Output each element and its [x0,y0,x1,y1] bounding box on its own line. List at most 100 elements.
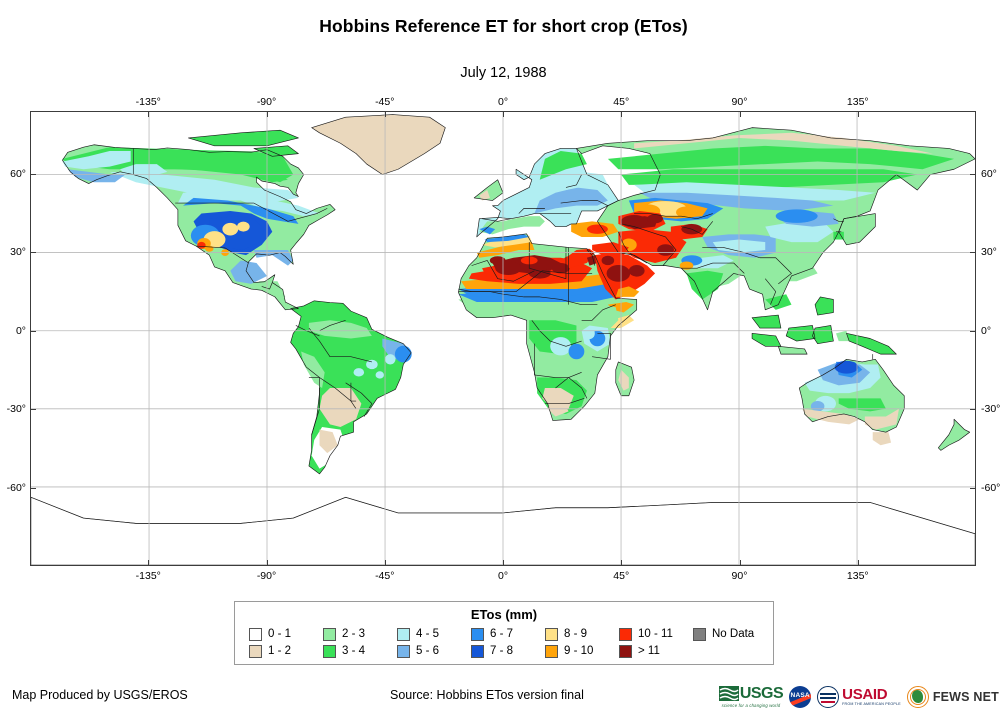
coastline [814,296,834,316]
etos-class-patch [586,255,598,266]
lon-tick-mark [266,560,268,566]
coastline [565,174,582,188]
etos-class-patch [183,197,299,224]
etos-class-patch [565,248,595,269]
coastline [350,382,357,402]
coastline [261,282,273,290]
etos-class-patch [634,132,934,154]
legend-entry[interactable]: 6 - 7 [471,626,545,643]
coastline [290,300,412,475]
legend-entry[interactable]: > 11 [619,643,693,660]
etos-class-patch [539,151,587,180]
coastline [812,325,834,345]
etos-class-patch [834,360,859,374]
coastline [544,398,585,404]
lon-tick-mark [266,111,268,117]
lat-tick-mark [970,252,976,254]
legend-label: 5 - 6 [416,645,440,657]
etos-class-patch [601,255,615,266]
page-subtitle: July 12, 1988 [460,65,547,81]
legend-swatch [619,645,632,658]
legend-entry[interactable]: 0 - 1 [249,626,323,643]
etos-class-patch [484,234,530,243]
legend: ETos (mm) 0 - 1 1 - 2 2 - 3 3 - 4 4 - 5 5 - 6… [234,601,774,665]
legend-entry[interactable]: 1 - 2 [249,643,323,660]
etos-class-patch [610,315,635,329]
etos-class-patch [384,354,396,365]
coastline [702,247,761,259]
usgs-wordmark: USGS [739,684,784,702]
legend-entry[interactable]: 9 - 10 [545,643,619,660]
lon-tick-mark [503,111,504,117]
etos-class-patch [592,242,629,256]
lon-tick-label: -45° [375,96,395,108]
legend-swatch [249,628,262,641]
coastline [476,148,619,238]
fews-net-logo[interactable]: FEWS NET [906,683,999,711]
legend-entry[interactable]: 7 - 8 [471,643,545,660]
lon-tick-label: -90° [256,570,277,582]
lon-tick-mark [621,111,623,117]
logo-bar: USGS science for a changing world NASA U… [718,682,999,712]
etos-class-patch [534,187,608,214]
footer-source: Source: Hobbins ETos version final [390,688,584,702]
etos-class-patch [83,156,288,183]
etos-class-patch [635,239,665,256]
legend-entry[interactable]: 2 - 3 [323,626,397,643]
lon-tick-mark [739,560,741,566]
legend-entry[interactable]: 4 - 5 [397,626,471,643]
lon-tick-label: -135° [135,96,161,108]
legend-swatch [323,628,336,641]
legend-label: 4 - 5 [416,628,440,640]
usaid-tagline: FROM THE AMERICAN PEOPLE [842,702,901,706]
lat-tick-label: 60° [981,167,997,180]
lon-tick-mark [857,111,859,117]
usaid-seal-icon [817,686,840,708]
etos-class-patch [575,228,588,236]
etos-class-patch [353,368,365,377]
usgs-logo[interactable]: USGS science for a changing world [718,683,784,711]
lat-tick-mark [30,409,36,411]
lat-tick-mark [970,330,976,332]
coastline [62,144,336,311]
legend-label: > 11 [638,645,660,657]
legend-entry[interactable]: 10 - 11 [619,626,693,643]
legend-label: No Data [712,628,755,640]
coastline [615,361,635,397]
nasa-logo[interactable]: NASA [789,683,812,711]
lon-tick-label: -90° [256,96,277,108]
etos-class-patch [394,345,412,363]
legend-entry[interactable]: 5 - 6 [397,643,471,660]
lon-tick-label: 0° [497,570,509,582]
legend-title: ETos (mm) [470,607,538,622]
etos-class-patch [679,261,694,270]
legend-entry[interactable]: No Data [693,626,779,643]
lon-tick-label: -135° [135,570,161,582]
etos-class-patch [838,398,886,412]
etos-class-patch [586,224,608,234]
etos-class-patch [301,351,325,388]
lat-tick-label: 60° [10,167,26,180]
coastline [634,213,713,220]
footer-credit: Map Produced by USGS/EROS [12,688,188,702]
lat-tick-mark [970,173,976,175]
lat-tick-mark [30,330,36,332]
lon-tick-mark [739,111,741,117]
map-frame[interactable] [30,111,976,566]
lat-tick-mark [970,409,976,411]
legend-entry[interactable]: 8 - 9 [545,626,619,643]
lon-tick-label: 135° [846,96,869,108]
coastline [560,200,609,206]
etos-class-patch [752,333,781,347]
etos-class-patch [109,171,299,204]
lat-tick-label: -30° [981,403,1001,416]
etos-class-patch [775,209,818,223]
etos-class-patch [835,330,850,342]
legend-swatch [545,645,558,658]
coastline [319,377,357,409]
legend-swatch [471,645,484,658]
coastline [308,327,372,363]
usaid-logo[interactable]: USAID FROM THE AMERICAN PEOPLE [817,683,901,711]
legend-entry[interactable]: 3 - 4 [323,643,397,660]
coastline [764,278,777,305]
